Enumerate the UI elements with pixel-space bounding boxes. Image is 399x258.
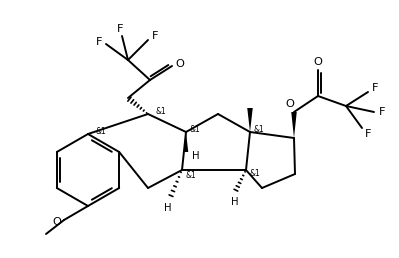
Text: O: O xyxy=(286,99,294,109)
Text: F: F xyxy=(365,129,371,139)
Polygon shape xyxy=(184,132,188,152)
Text: F: F xyxy=(117,24,123,34)
Text: F: F xyxy=(372,83,378,93)
Text: H: H xyxy=(231,197,239,207)
Text: H: H xyxy=(164,203,172,213)
Text: &1: &1 xyxy=(156,108,167,117)
Text: F: F xyxy=(96,37,102,47)
Text: &1: &1 xyxy=(190,125,201,133)
Polygon shape xyxy=(291,112,297,138)
Text: F: F xyxy=(379,107,385,117)
Polygon shape xyxy=(247,108,253,132)
Text: &1: &1 xyxy=(96,127,107,136)
Text: &1: &1 xyxy=(250,170,261,179)
Text: O: O xyxy=(176,59,184,69)
Text: H: H xyxy=(192,151,200,161)
Text: O: O xyxy=(53,217,61,227)
Text: &1: &1 xyxy=(186,172,197,181)
Text: &1: &1 xyxy=(254,125,265,133)
Text: F: F xyxy=(152,31,158,41)
Text: O: O xyxy=(314,57,322,67)
